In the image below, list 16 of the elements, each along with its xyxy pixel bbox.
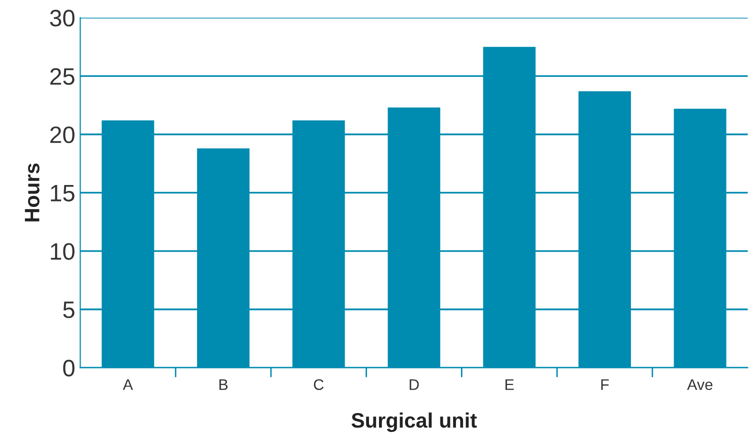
x-tick-label: B — [219, 379, 228, 390]
y-axis-title: Hours — [24, 163, 40, 222]
x-tick-label: A — [122, 379, 133, 390]
y-tick-label: 30 — [50, 10, 74, 27]
x-tick-label: Ave — [687, 379, 712, 390]
x-tick-label: D — [410, 379, 419, 390]
x-axis-title: Surgical unit — [352, 412, 477, 432]
y-tick-label: 25 — [50, 68, 74, 85]
y-tick-label: 15 — [50, 185, 74, 202]
y-tick-label: 20 — [50, 126, 74, 144]
x-tick-label: F — [601, 379, 609, 390]
y-tick-label: 10 — [50, 243, 74, 260]
x-tick-label: E — [506, 379, 514, 390]
y-tick-label: 5 — [63, 302, 74, 318]
y-tick-label: 0 — [63, 360, 74, 376]
x-tick-label: C — [314, 379, 324, 390]
